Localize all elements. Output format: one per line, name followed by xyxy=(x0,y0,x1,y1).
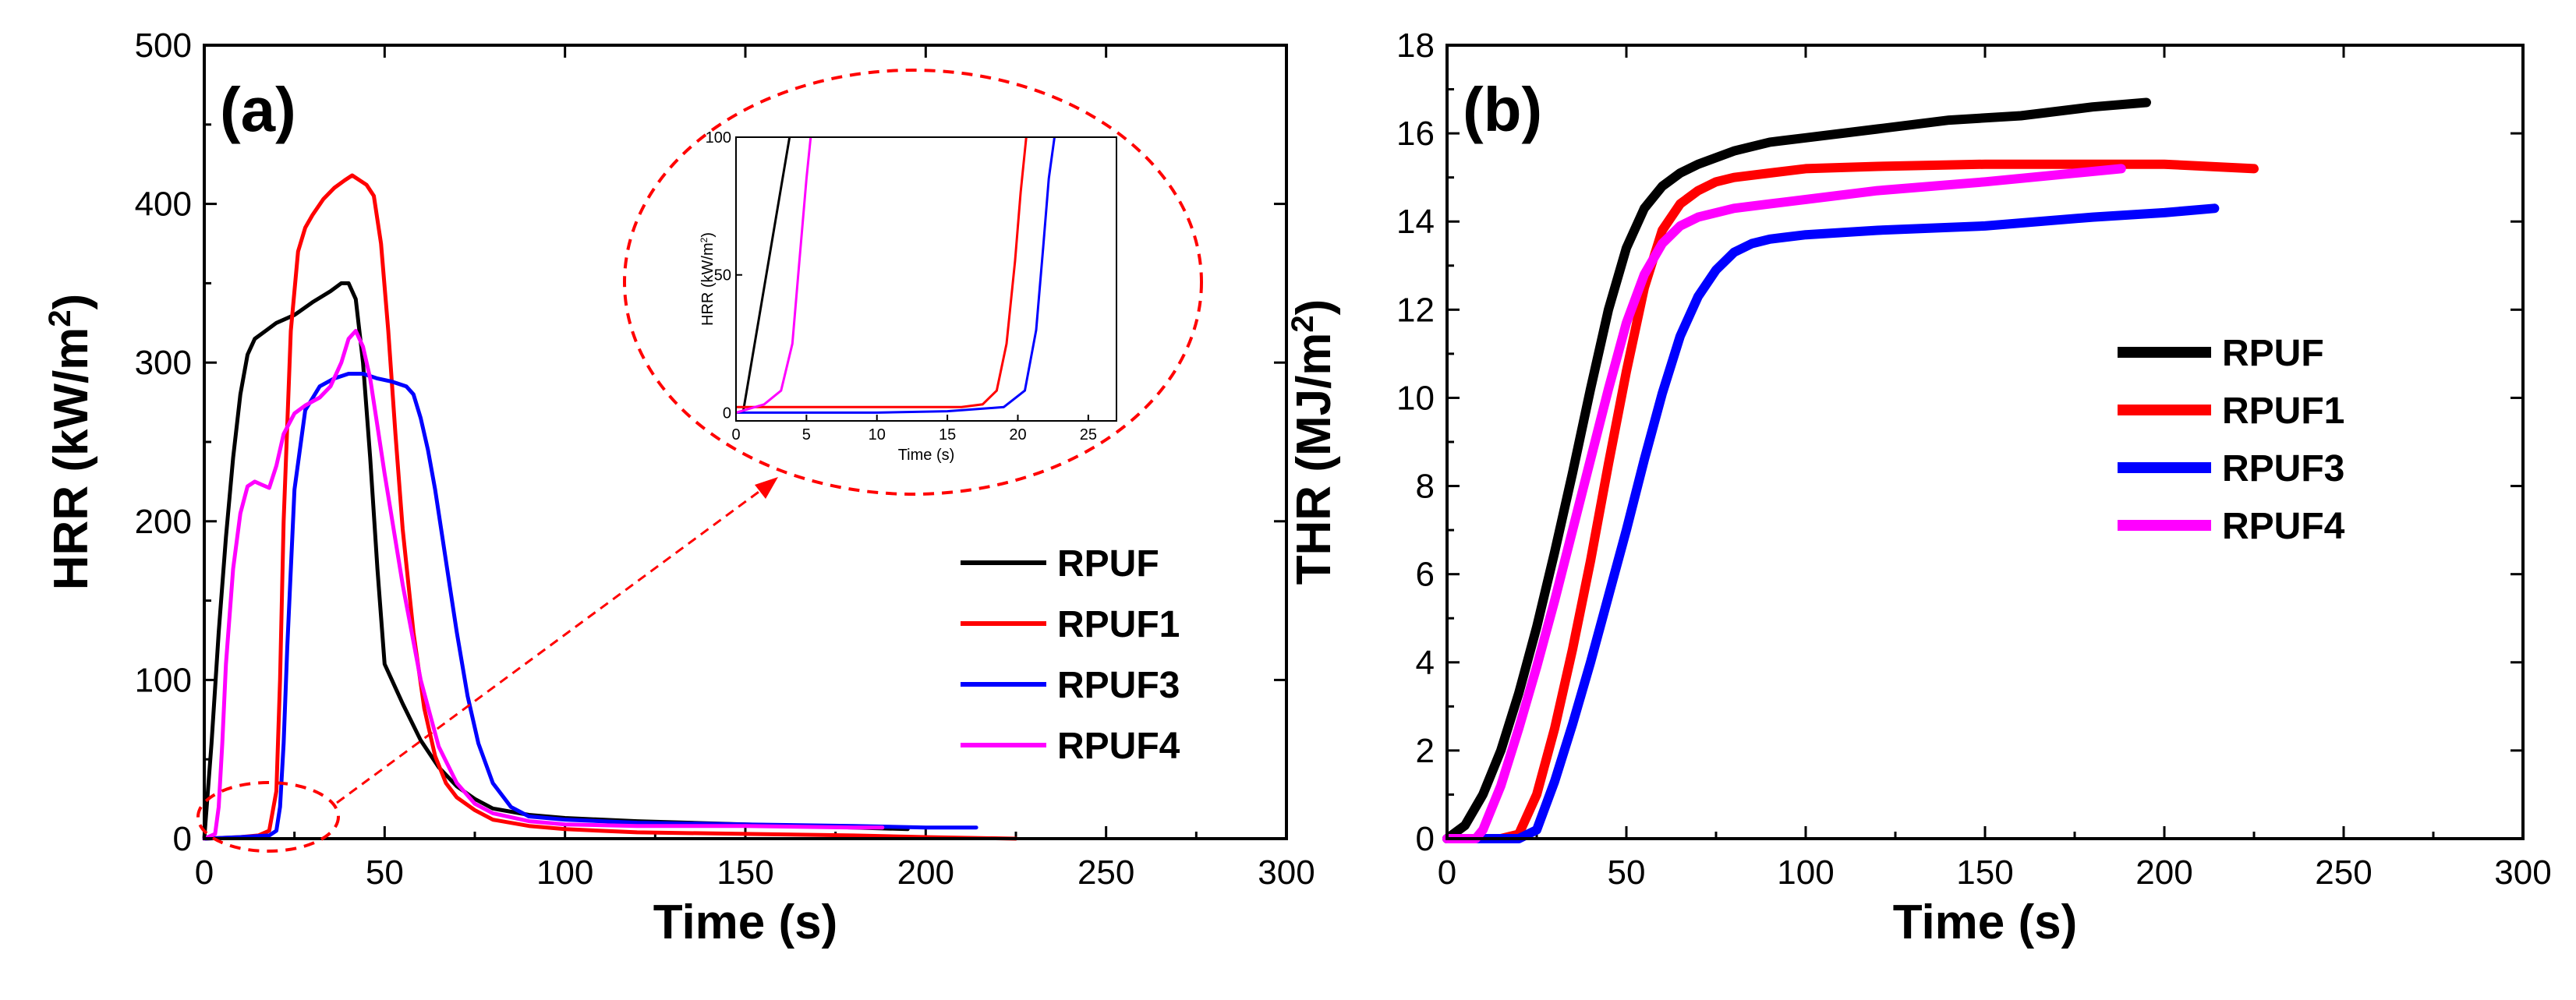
x-tick-label: 0 xyxy=(195,853,214,892)
inset-x-tick-label: 10 xyxy=(869,426,886,443)
y-tick-label: 400 xyxy=(135,186,192,224)
series-line-rpuf1 xyxy=(202,173,1018,841)
thr-series xyxy=(1442,97,2259,843)
x-tick-label: 100 xyxy=(1777,853,1834,892)
inset-y-axis-title-sup: 2 xyxy=(699,237,709,242)
y-tick-label: 100 xyxy=(135,661,192,699)
inset-y-axis-title-end: ) xyxy=(699,232,717,238)
inset-series-line-rpuf1 xyxy=(736,137,1028,408)
hrr-legend: RPUF RPUF1 RPUF3 RPUF4 xyxy=(961,543,1180,767)
inset-y-tick-label: 50 xyxy=(714,267,731,284)
inset-y-tick-label: 0 xyxy=(723,405,731,422)
x-tick-label: 50 xyxy=(366,853,404,892)
y-tick-label: 12 xyxy=(1396,291,1435,329)
x-tick-label: 300 xyxy=(1258,853,1315,892)
y-tick-label: 8 xyxy=(1416,468,1435,506)
y-tick-label: 0 xyxy=(1416,820,1435,858)
x-tick-label: 250 xyxy=(2315,853,2372,892)
y-tick-label: 18 xyxy=(1396,27,1435,65)
series-line-rpuf3 xyxy=(202,372,978,841)
legend-label-rpuf3: RPUF3 xyxy=(1057,665,1180,706)
inset-series-line-rpuf3 xyxy=(736,137,1056,414)
x-tick-label: 50 xyxy=(1608,853,1646,892)
legend-label-rpuf4: RPUF4 xyxy=(2222,506,2345,547)
y-tick-label: 500 xyxy=(135,27,192,65)
legend-label-rpuf1: RPUF1 xyxy=(2222,390,2344,432)
y-tick-label: 14 xyxy=(1396,203,1435,241)
hrr-inset-ellipse xyxy=(623,69,1203,496)
hrr-panel-label: (a) xyxy=(220,75,296,144)
x-tick-label: 150 xyxy=(717,853,773,892)
series-line-rpuf3 xyxy=(1442,203,2220,843)
hrr-y-axis-title-end: ) xyxy=(44,294,98,310)
x-tick-label: 250 xyxy=(1077,853,1134,892)
x-tick-label: 300 xyxy=(2494,853,2551,892)
thr-y-axis-title: THR (MJ/m2) xyxy=(1286,299,1341,585)
inset-x-tick-label: 0 xyxy=(731,426,740,443)
thr-y-axis-title-end: ) xyxy=(1287,299,1341,316)
thr-x-axis-title: Time (s) xyxy=(1893,896,2078,949)
thr-y-axis-title-sup: 2 xyxy=(1286,315,1320,332)
series-line-rpuf xyxy=(1442,97,2151,843)
thr-panel-label: (b) xyxy=(1463,75,1542,144)
hrr-zoom-arrowhead xyxy=(755,477,778,499)
inset-x-tick-label: 15 xyxy=(939,426,956,443)
x-tick-label: 150 xyxy=(1956,853,2013,892)
y-tick-label: 200 xyxy=(135,503,192,541)
y-tick-label: 16 xyxy=(1396,115,1435,153)
hrr-zoom-region-ellipse xyxy=(196,781,340,853)
inset-x-tick-label: 25 xyxy=(1080,426,1097,443)
inset-axis-ticks: 0 5 10 15 20 25 0 50 100 xyxy=(706,129,1097,443)
y-tick-label: 10 xyxy=(1396,379,1435,417)
thr-y-axis-title-main: THR (MJ/m xyxy=(1287,333,1341,585)
series-line-rpuf1 xyxy=(1442,159,2259,843)
thr-legend: RPUF RPUF1 RPUF3 RPUF4 xyxy=(2118,333,2345,547)
y-tick-label: 300 xyxy=(135,344,192,382)
x-tick-label: 200 xyxy=(897,853,954,892)
inset-y-axis-title: HRR (kW/m2) xyxy=(699,232,717,326)
inset-plot-frame xyxy=(735,136,1117,422)
legend-label-rpuf4: RPUF4 xyxy=(1057,726,1180,767)
inset-y-tick-label: 100 xyxy=(706,129,731,147)
hrr-y-axis-title: HRR (kW/m2) xyxy=(43,294,98,590)
inset-y-axis-title-main: HRR (kW/m xyxy=(699,242,717,326)
legend-label-rpuf: RPUF xyxy=(2222,333,2324,374)
hrr-y-axis-title-sup: 2 xyxy=(43,309,77,327)
hrr-x-axis-title: Time (s) xyxy=(653,896,838,949)
x-tick-label: 0 xyxy=(1438,853,1456,892)
series-line-rpuf xyxy=(202,281,910,841)
x-tick-label: 100 xyxy=(536,853,593,892)
y-tick-label: 4 xyxy=(1416,644,1435,682)
inset-series-line-rpuf4 xyxy=(736,137,812,414)
inset-x-tick-label: 20 xyxy=(1009,426,1026,443)
hrr-y-axis-title-main: HRR (kW/m xyxy=(44,327,98,591)
inset-series-line-rpuf xyxy=(741,137,791,413)
thr-plot-frame xyxy=(1445,44,2525,840)
hrr-series xyxy=(202,173,1018,841)
x-tick-label: 200 xyxy=(2135,853,2192,892)
thr-axis-ticks: 0 50 100 150 200 250 300 0 2 4 6 8 10 12 14 16 18 xyxy=(1396,27,2552,892)
thr-panel: 0 50 100 150 200 250 300 0 2 4 6 8 10 12 14 16 18 (b) Ti… xyxy=(1286,27,2552,949)
inset-series xyxy=(736,137,1056,414)
y-tick-label: 2 xyxy=(1416,732,1435,770)
hrr-zoom-arrow xyxy=(336,486,765,804)
inset-x-axis-title: Time (s) xyxy=(898,447,955,464)
legend-label-rpuf3: RPUF3 xyxy=(2222,448,2344,489)
y-tick-label: 0 xyxy=(173,820,192,858)
hrr-inset-chart: 0 5 10 15 20 25 0 50 100 Time (s) HRR (kW/m2) xyxy=(699,129,1117,464)
inset-x-tick-label: 5 xyxy=(802,426,811,443)
legend-label-rpuf1: RPUF1 xyxy=(1057,604,1180,645)
series-line-rpuf4 xyxy=(202,329,885,841)
y-tick-label: 6 xyxy=(1416,556,1435,594)
hrr-plot-frame xyxy=(203,44,1288,840)
series-line-rpuf4 xyxy=(1442,164,2126,843)
legend-label-rpuf: RPUF xyxy=(1057,543,1159,585)
